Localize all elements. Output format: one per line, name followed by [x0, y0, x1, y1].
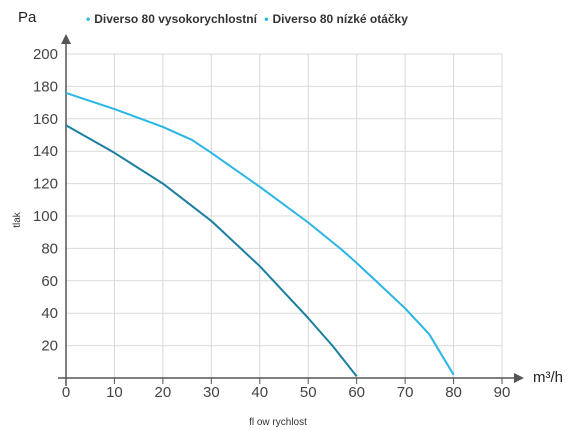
y-tick-label: 120 — [33, 176, 58, 193]
x-tick-label: 40 — [251, 384, 268, 401]
x-tick-label: 90 — [494, 384, 511, 401]
x-tick-label: 20 — [155, 384, 172, 401]
x-tick-label: 10 — [106, 384, 123, 401]
x-axis-unit: m³/h — [533, 369, 563, 386]
y-tick-label: 20 — [41, 338, 58, 355]
y-tick-label: 60 — [41, 273, 58, 290]
y-axis-unit: Pa — [18, 9, 37, 26]
y-tick-label: 140 — [33, 143, 58, 160]
tick-labels: 0 10 20 30 40 50 60 70 80 90 20 40 60 80 100 120 140 160 1… — [33, 46, 510, 401]
x-tick-label: 60 — [348, 384, 365, 401]
x-axis-arrow — [514, 373, 524, 383]
y-tick-label: 160 — [33, 111, 58, 128]
y-tick-label: 200 — [33, 46, 58, 63]
x-tick-label: 80 — [445, 384, 462, 401]
y-axis-arrow — [61, 34, 71, 44]
y-tick-label: 180 — [33, 78, 58, 95]
x-tick-label: 70 — [397, 384, 414, 401]
y-tick-label: 40 — [41, 305, 58, 322]
x-axis-title: fl ow rychlost — [249, 417, 307, 428]
x-tick-label: 30 — [203, 384, 220, 401]
y-tick-label: 80 — [41, 240, 58, 257]
y-axis-title: tlak — [12, 211, 23, 228]
x-tick-label: 0 — [62, 384, 70, 401]
y-tick-label: 100 — [33, 208, 58, 225]
x-tick-label: 50 — [300, 384, 317, 401]
grid — [66, 54, 502, 378]
